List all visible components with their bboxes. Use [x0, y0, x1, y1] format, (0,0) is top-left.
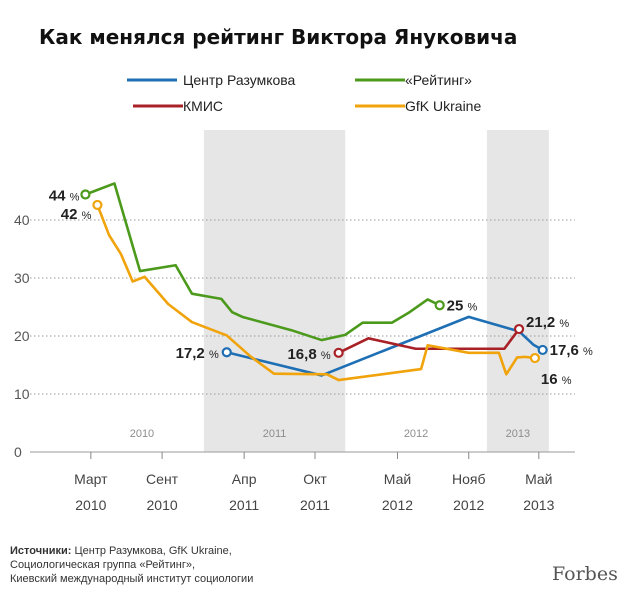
legend-label-2: КМИС	[183, 98, 223, 114]
year-bands: 2010 2011 2012 2013	[130, 130, 549, 452]
data-labels: 17,2 % 17,6 % 16,8 % 21,2 % 44 % 25 % 42 % 16 %	[49, 187, 593, 388]
x-tick-label: Окт	[303, 471, 327, 487]
source-line-2: Социологическая группа «Рейтинг»,	[10, 559, 196, 571]
series-3-start-marker	[80, 189, 91, 200]
source-line-1: Центр Разумкова, GfK Ukraine,	[74, 545, 232, 557]
legend-label-4: GfK Ukraine	[405, 98, 481, 114]
x-tick-label: Апр	[232, 471, 257, 487]
year-band-label: 2012	[404, 428, 428, 440]
year-band-label: 2011	[263, 428, 287, 440]
series-2-end-label: 21,2 %	[526, 314, 569, 331]
x-tick-year: 2012	[453, 497, 484, 513]
x-tick-year: 2013	[523, 497, 554, 513]
series-1-start-label: 17,2 %	[176, 345, 219, 362]
legend-label-1: Центр Разумкова	[183, 72, 296, 88]
y-tick-label: 30	[14, 270, 30, 286]
y-axis-ticks: 0 10 20 30 40	[14, 212, 30, 460]
chart-title: Как менялся рейтинг Виктора Януковича	[39, 25, 517, 49]
x-tick-label: Март	[74, 471, 108, 487]
series-4-end-marker	[529, 352, 541, 364]
series-1-line	[226, 315, 544, 377]
x-axis-ticks: Март 2010 Сент 2010 Апр 2011 Окт 2011 Май 2012 Ноя…	[74, 452, 555, 513]
x-tick-label: Май	[384, 471, 411, 487]
year-band-2013	[486, 130, 549, 452]
series-1-end-marker	[537, 344, 548, 356]
series-2-end-marker	[513, 323, 525, 335]
x-tick-label: Сент	[146, 471, 179, 487]
x-tick-label: Май	[525, 471, 552, 487]
series-3-start-label: 44 %	[49, 187, 80, 204]
series-3-line	[84, 182, 441, 342]
series-4-end-label: 16 %	[541, 371, 572, 388]
series-1-end-label: 17,6 %	[550, 342, 593, 359]
y-tick-label: 0	[14, 444, 22, 460]
series-4-start-marker	[92, 199, 103, 211]
year-band-label: 2010	[130, 428, 154, 440]
source-line-3: Киевский международный институт социолог…	[10, 573, 254, 585]
x-tick-label: Нояб	[452, 471, 486, 487]
source-note: Источники: Центр Разумкова, GfK Ukraine,…	[10, 544, 253, 586]
legend: Центр Разумкова КМИС «Рейтинг» GfK Ukraine	[127, 72, 481, 114]
series-2-line	[338, 328, 521, 354]
series-4-line	[96, 204, 536, 382]
forbes-logo: Forbes	[552, 563, 618, 585]
gridlines	[30, 219, 575, 453]
series-3-end-marker	[434, 300, 445, 311]
series-markers	[80, 189, 548, 364]
x-tick-year: 2010	[147, 497, 178, 513]
year-band-2011	[203, 130, 346, 452]
x-tick-year: 2011	[300, 497, 330, 513]
series-lines	[84, 182, 544, 382]
source-label: Источники:	[10, 545, 72, 557]
series-2-start-label: 16,8 %	[287, 346, 330, 363]
y-tick-label: 40	[14, 212, 30, 228]
y-tick-label: 10	[14, 386, 30, 402]
x-tick-year: 2011	[229, 497, 259, 513]
series-3-end-label: 25 %	[447, 297, 478, 314]
legend-label-3: «Рейтинг»	[405, 72, 472, 88]
year-band-label: 2013	[506, 428, 530, 440]
series-1-start-marker	[221, 347, 232, 358]
series-2-start-marker	[333, 347, 344, 358]
x-tick-year: 2010	[75, 497, 106, 513]
y-tick-label: 20	[14, 328, 30, 344]
series-4-start-label: 42 %	[61, 206, 92, 223]
x-tick-year: 2012	[382, 497, 413, 513]
